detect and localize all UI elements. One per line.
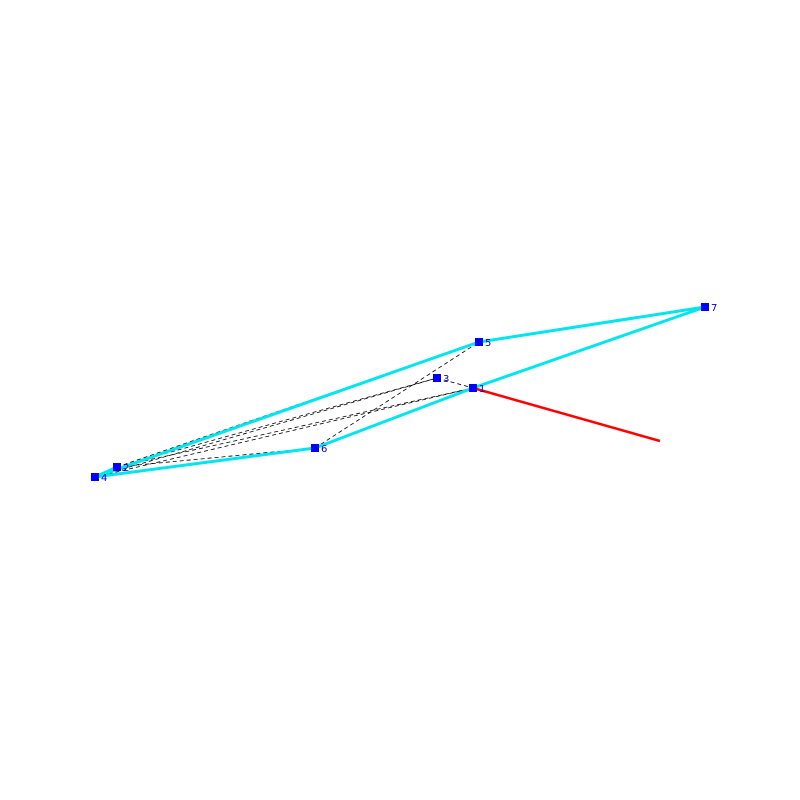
vertex-marker-7 [701,303,709,311]
hull-edge-1-6 [313,386,475,450]
vertex-3: 3 [433,374,449,385]
vertex-label-3: 3 [443,374,449,385]
hull-edge-4-5 [93,340,481,479]
hull-edge-5-7 [477,305,707,344]
vertex-label-4: 4 [101,473,107,484]
vertex-6: 6 [311,444,327,455]
inner-edge-2-1 [116,387,474,468]
vertex-7: 7 [701,303,717,314]
vertex-4: 4 [91,473,107,484]
vertex-label-1: 1 [479,384,485,395]
vertex-2: 2 [113,463,129,474]
normal-vector-line [472,386,661,443]
vertex-marker-6 [311,444,319,452]
inner-edges-group [94,341,480,478]
vertex-label-7: 7 [711,303,717,314]
inner-edge-4-3 [94,377,438,478]
vertex-label-6: 6 [321,444,327,455]
vertex-marker-2 [113,463,121,471]
inner-edge-6-5 [314,341,480,449]
vertex-marker-5 [475,338,483,346]
normal-vector-group [472,386,661,443]
vertex-label-2: 2 [123,463,129,474]
inner-edge-2-6 [116,447,316,468]
vertices-group: 1 2 3 4 5 6 7 [91,303,717,484]
hull-edge-7-1 [471,305,707,390]
vertex-marker-1 [469,384,477,392]
inner-edge-3-1 [436,377,474,389]
vertex-1: 1 [469,384,485,395]
vertex-marker-4 [91,473,99,481]
vertex-5: 5 [475,338,491,349]
inner-edge-4-1 [94,387,474,478]
hull-edge-6-4 [93,446,317,479]
vertex-label-5: 5 [485,338,491,349]
vertex-marker-3 [433,374,441,382]
inner-edge-2-3 [116,377,438,468]
